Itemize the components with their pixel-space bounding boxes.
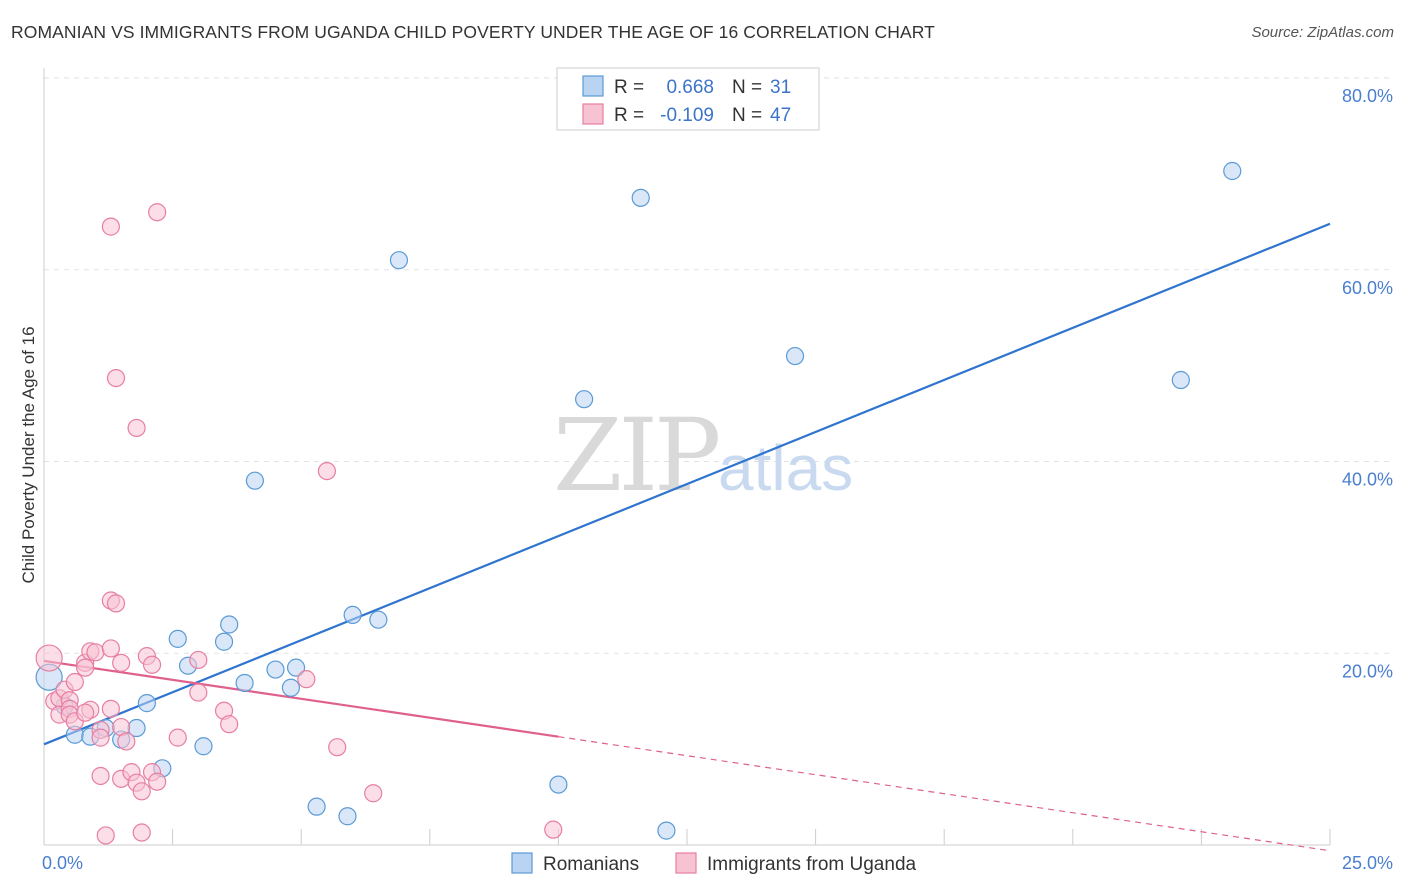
- legend-box: R = 0.668 N = 31 R = -0.109 N = 47: [556, 67, 820, 131]
- romanian-point: [245, 471, 265, 490]
- romanian-point: [1171, 370, 1190, 390]
- x-tick-label-max: 25.0%: [1342, 853, 1393, 873]
- y-tick-label: 40.0%: [1342, 470, 1393, 490]
- romanian-point: [631, 188, 650, 207]
- romanian-point: [389, 251, 409, 270]
- uganda-point: [132, 782, 151, 801]
- romanian-point: [266, 660, 285, 679]
- romanian-point: [168, 629, 187, 648]
- uganda-point: [168, 728, 187, 747]
- legend-swatch-romanians: [582, 75, 604, 97]
- y-tick-label: 60.0%: [1342, 278, 1393, 298]
- romanian-point: [307, 797, 326, 816]
- points-layer: [35, 161, 1242, 845]
- romanian-point: [235, 673, 254, 693]
- romanian-point: [575, 390, 594, 409]
- legend-r-label: R =: [614, 105, 644, 126]
- axes-layer: 20.0% 40.0% 60.0% 80.0% 0.0% 25.0%: [42, 68, 1393, 873]
- bottom-legend-uganda-swatch: [675, 852, 697, 874]
- romanian-trendline: [43, 222, 1331, 746]
- romanian-point: [657, 821, 676, 840]
- romanian-point: [220, 615, 239, 634]
- uganda-point: [364, 784, 383, 803]
- trend-layer: [43, 222, 1331, 852]
- uganda-point: [101, 639, 120, 658]
- uganda-point: [142, 655, 162, 674]
- uganda-point: [96, 826, 115, 845]
- uganda-point: [106, 594, 126, 613]
- bottom-legend-romanians-swatch: [511, 852, 533, 874]
- romanian-point: [549, 775, 568, 794]
- uganda-point: [544, 820, 563, 839]
- romanian-point: [1223, 161, 1242, 181]
- uganda-point: [112, 653, 131, 672]
- watermark: ZIP atlas: [553, 397, 853, 514]
- legend-r-value: 0.668: [666, 77, 714, 98]
- uganda-point: [148, 772, 167, 791]
- uganda-point: [35, 644, 63, 672]
- legend-n-label: N =: [732, 105, 762, 126]
- legend-r-value: -0.109: [660, 105, 714, 126]
- uganda-point: [106, 368, 126, 388]
- uganda-point: [65, 672, 84, 692]
- romanian-point: [194, 737, 213, 756]
- uganda-point: [101, 217, 120, 236]
- romanian-point: [343, 605, 362, 625]
- uganda-point: [189, 650, 208, 670]
- uganda-point: [91, 766, 110, 786]
- romanian-point: [785, 346, 805, 366]
- legend-swatch-uganda: [582, 103, 604, 125]
- bottom-legend-uganda-label: Immigrants from Uganda: [707, 854, 917, 875]
- uganda-point: [148, 203, 167, 222]
- uganda-point: [91, 728, 110, 747]
- x-tick-label-min: 0.0%: [42, 853, 83, 873]
- romanian-point: [214, 632, 234, 651]
- watermark-atlas: atlas: [718, 432, 853, 504]
- legend-n-value: 47: [770, 105, 791, 126]
- romanian-point: [338, 807, 357, 826]
- y-axis-title: Child Poverty Under the Age of 16: [19, 326, 38, 583]
- romanian-point: [281, 678, 301, 697]
- uganda-point: [132, 823, 151, 842]
- uganda-trendline-extension: [558, 736, 1331, 852]
- romanian-point: [137, 694, 156, 713]
- y-tick-label: 20.0%: [1342, 661, 1393, 681]
- uganda-trendline: [43, 659, 559, 738]
- uganda-point: [127, 418, 146, 438]
- uganda-point: [297, 670, 316, 689]
- source-label: Source: ZipAtlas.com: [1251, 24, 1394, 41]
- watermark-zip: ZIP: [553, 397, 718, 514]
- chart-title: ROMANIAN VS IMMIGRANTS FROM UGANDA CHILD…: [11, 22, 935, 42]
- uganda-point: [328, 738, 347, 757]
- grid-layer: [44, 77, 1393, 654]
- legend-n-value: 31: [770, 77, 791, 98]
- romanian-point: [286, 658, 306, 677]
- bottom-legend-romanians-label: Romanians: [543, 854, 639, 875]
- y-tick-label: 80.0%: [1342, 86, 1393, 106]
- uganda-point: [117, 732, 136, 751]
- legend-n-label: N =: [732, 77, 762, 98]
- uganda-point: [86, 643, 105, 662]
- uganda-point: [76, 658, 95, 677]
- romanian-point: [369, 610, 388, 629]
- uganda-point: [189, 683, 208, 702]
- uganda-point: [317, 461, 337, 481]
- bottom-legend: Romanians Immigrants from Uganda: [511, 852, 917, 875]
- uganda-point: [76, 703, 95, 722]
- legend-r-label: R =: [614, 77, 644, 98]
- uganda-point: [220, 715, 239, 734]
- uganda-point: [101, 699, 120, 718]
